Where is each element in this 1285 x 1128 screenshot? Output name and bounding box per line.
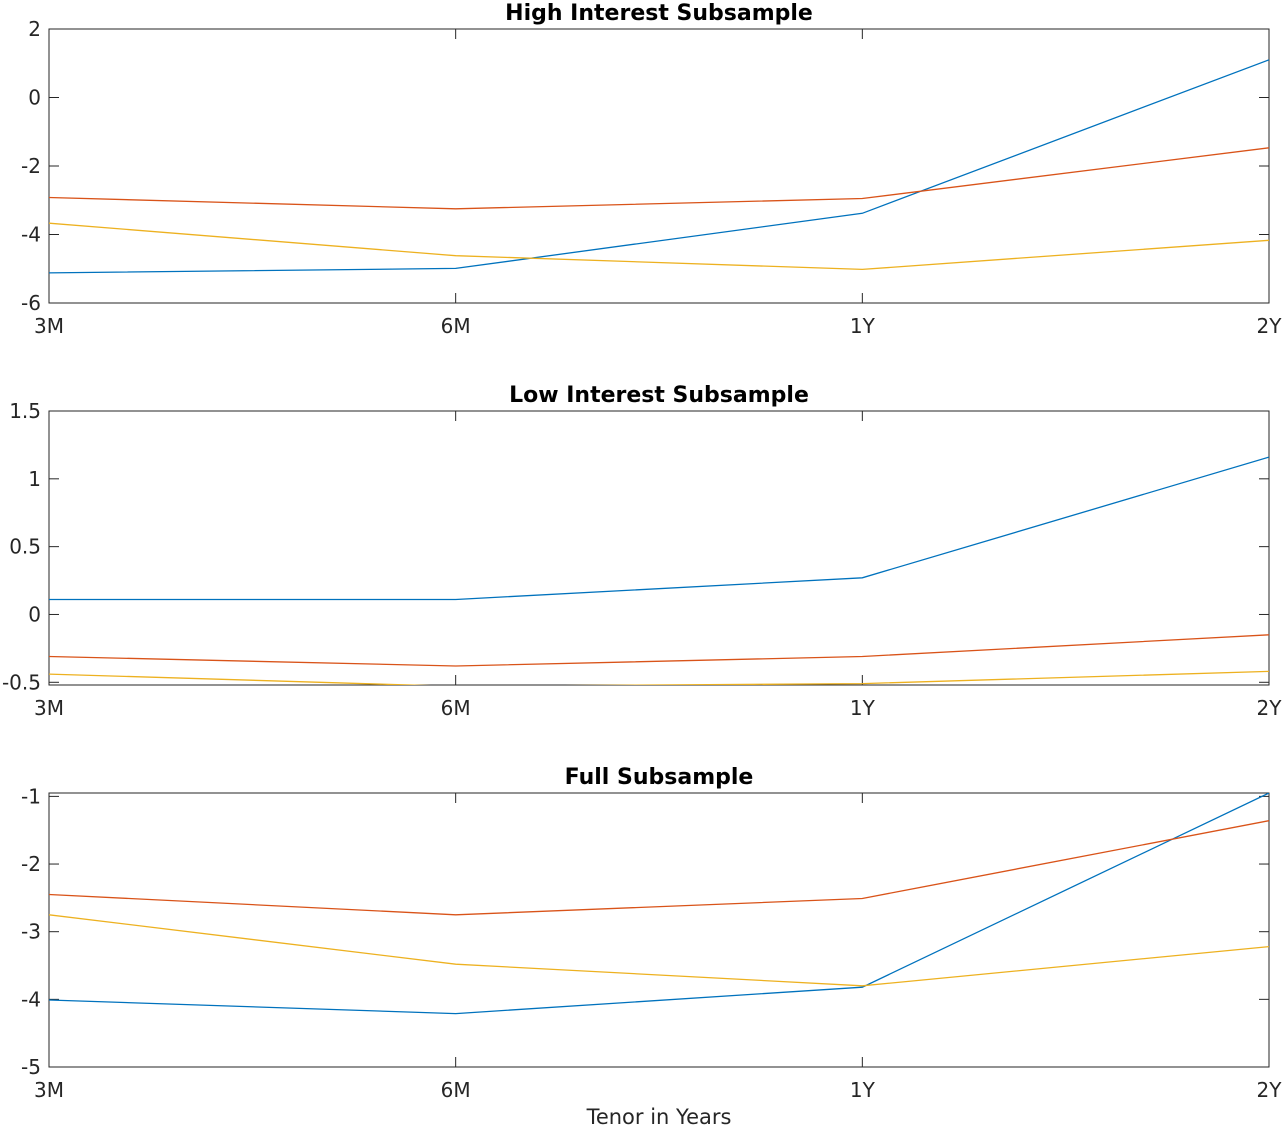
x-tick-label: 6M <box>441 314 471 338</box>
subplot-2: 3M 6M 1Y 2Y -0.5 0 0.5 1 1.5 Low Interest Subsamp… <box>2 383 1282 720</box>
x-tick-label: 2Y <box>1257 1078 1283 1102</box>
y-tick-label: -0.5 <box>2 670 41 694</box>
x-tick-label: 1Y <box>850 1078 876 1102</box>
y-tick-label: 1 <box>28 467 41 491</box>
y-tick-label: -4 <box>21 223 41 247</box>
subplot-title: High Interest Subsample <box>505 1 813 26</box>
y-tick-label: 0 <box>28 86 41 110</box>
y-tick-label: 0 <box>28 602 41 626</box>
subplot-title: Full Subsample <box>565 765 754 790</box>
series-line-3 <box>49 914 1269 987</box>
y-tick-label: 2 <box>28 17 41 41</box>
axes-box <box>48 410 1270 686</box>
x-tick-label: 6M <box>441 696 471 720</box>
series-group <box>49 793 1269 1015</box>
series-line-3 <box>49 670 1269 685</box>
y-tick-label: 1.5 <box>9 399 41 423</box>
series-line-2 <box>49 820 1269 916</box>
x-tick-label: 2Y <box>1257 696 1283 720</box>
series-line-3 <box>49 222 1269 271</box>
y-tick-label: -2 <box>21 852 41 876</box>
series-group <box>49 456 1269 685</box>
x-tick-label: 2Y <box>1257 314 1283 338</box>
y-tick-label: -5 <box>21 1055 41 1079</box>
series-line-1 <box>49 456 1269 601</box>
series-line-2 <box>49 634 1269 667</box>
y-tick-label: -3 <box>21 920 41 944</box>
x-tick-label: 3M <box>34 696 64 720</box>
series-line-2 <box>49 147 1269 210</box>
x-tick-label: 1Y <box>850 314 876 338</box>
y-tick-label: -4 <box>21 987 41 1011</box>
series-group <box>49 59 1269 274</box>
series-line-1 <box>49 793 1269 1015</box>
x-tick-label: 1Y <box>850 696 876 720</box>
x-axis-label: Tenor in Years <box>586 1105 732 1128</box>
x-tick-label: 3M <box>34 314 64 338</box>
x-tick-label: 6M <box>441 1078 471 1102</box>
y-tick-label: -1 <box>21 784 41 808</box>
axes-box <box>48 792 1270 1068</box>
axes-box <box>48 28 1270 304</box>
subplot-3: 3M 6M 1Y 2Y -5 -4 -3 -2 -1 Full Subsample Tenor in… <box>21 765 1282 1128</box>
y-tick-label: 0.5 <box>9 535 41 559</box>
y-tick-label: -6 <box>21 291 41 315</box>
x-tick-label: 3M <box>34 1078 64 1102</box>
subplot-title: Low Interest Subsample <box>509 383 809 408</box>
y-tick-label: -2 <box>21 154 41 178</box>
subplot-1: 3M 6M 1Y 2Y -6 -4 -2 0 2 High Interest Subsample <box>21 1 1282 338</box>
series-line-1 <box>49 59 1269 274</box>
